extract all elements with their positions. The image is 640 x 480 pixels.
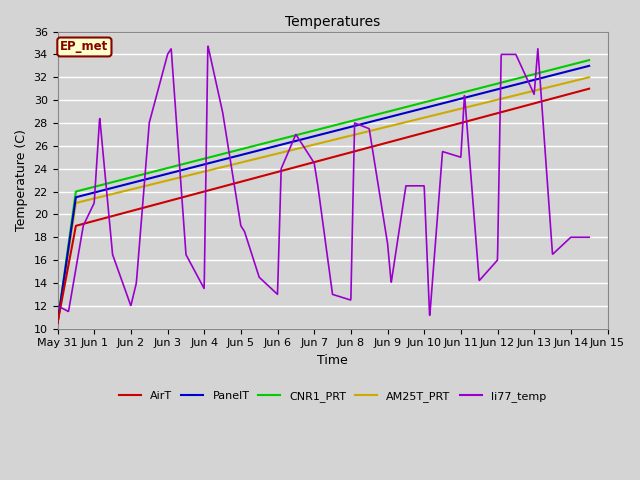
- Title: Temperatures: Temperatures: [285, 15, 380, 29]
- Legend: AirT, PanelT, CNR1_PRT, AM25T_PRT, li77_temp: AirT, PanelT, CNR1_PRT, AM25T_PRT, li77_…: [115, 386, 550, 406]
- Text: EP_met: EP_met: [60, 40, 109, 53]
- X-axis label: Time: Time: [317, 354, 348, 367]
- Y-axis label: Temperature (C): Temperature (C): [15, 129, 28, 231]
